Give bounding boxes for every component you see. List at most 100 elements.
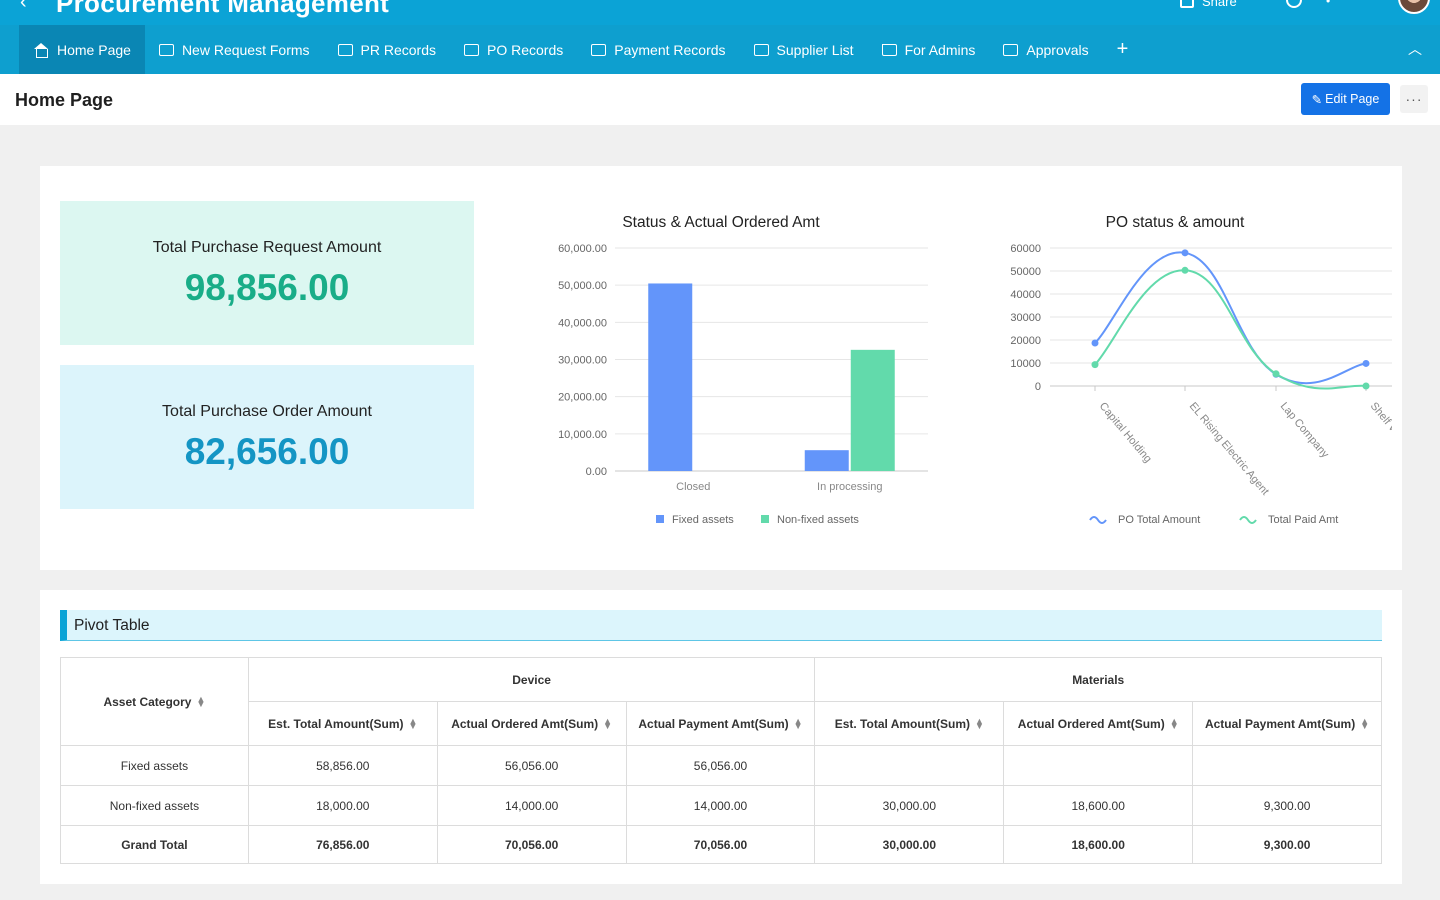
pivot-table: Asset Category ▲ ▼ Device Materials Est. T… [60,657,1382,864]
series-line [1094,251,1367,385]
share-button[interactable]: Share [1180,0,1237,9]
data-point [1362,382,1370,390]
table-cell [814,745,1005,786]
nav-supplier-list[interactable]: Supplier List [740,25,868,74]
kpi-value: 98,856.00 [184,267,350,308]
y-tick-label: 40000 [1010,289,1041,301]
nav-label: Payment Records [614,41,726,58]
form-icon [158,43,174,56]
table-cell: 30,000.00 [814,785,1005,826]
app-title: Procurement Management [56,0,390,18]
nav-label: PO Records [487,41,564,58]
list-icon [753,43,769,56]
y-tick-label: 40,000.00 [558,317,607,329]
bar [804,450,849,471]
column-header[interactable]: Actual Ordered Amt(Sum) ▲ ▼ [1003,701,1194,746]
data-point [1181,249,1189,257]
data-point [1272,370,1280,378]
column-header[interactable]: Est. Total Amount(Sum) ▲ ▼ [247,701,438,746]
y-tick-label: 60000 [1010,243,1041,255]
data-point [1091,339,1099,347]
group-header-materials: Materials [814,657,1382,702]
x-tick-label: EL Rising Electric Agent [1187,400,1271,497]
table-cell: 58,856.00 [247,745,438,786]
y-tick-label: 30,000.00 [558,355,607,367]
y-tick-label: 30000 [1010,312,1041,324]
legend-label: PO Total Amount [1118,514,1200,526]
back-arrow-icon[interactable]: ‹ [20,0,27,13]
table-cell [1003,745,1194,786]
nav-approvals[interactable]: Approvals [989,25,1102,74]
sort-icon: ▲ ▼ [975,715,984,732]
payment-card-icon [591,43,607,56]
approvals-icon [1003,43,1019,56]
nav-label: Home Page [57,41,131,58]
edit-page-button[interactable]: ✎ Edit Page [1301,83,1390,115]
table-cell: 70,056.00 [436,825,627,864]
group-header-device: Device [247,657,816,702]
table-row: Non-fixed assets 18,000.00 14,000.00 14,… [60,785,1382,826]
pivot-section-header: Pivot Table [60,610,1382,641]
add-page-icon[interactable]: + [1116,38,1129,60]
data-point [1091,361,1099,369]
table-cell: 56,056.00 [436,745,627,786]
sort-icon: ▲ ▼ [1169,715,1179,732]
data-point [1362,359,1370,367]
y-tick-label: 10000 [1010,358,1041,370]
table-cell: 9,300.00 [1192,785,1382,826]
collapse-nav-chevron-icon[interactable]: ︿ [1408,41,1422,57]
nav-po-records[interactable]: PO Records [450,25,577,74]
share-label: Share [1202,0,1237,9]
user-avatar[interactable] [1398,0,1430,14]
table-cell: 56,056.00 [625,745,816,786]
sort-icon: ▲ ▼ [1360,715,1370,732]
pivot-panel: Pivot Table Asset Category ▲ ▼ Device Mate… [40,590,1402,884]
column-header[interactable]: Actual Ordered Amt(Sum) ▲ ▼ [436,701,627,746]
kpi-card-purchase-request: Total Purchase Request Amount 98,856.00 [60,201,474,345]
y-tick-label: 50,000.00 [558,280,607,292]
y-tick-label: 0.00 [586,466,607,478]
column-header[interactable]: Actual Payment Amt(Sum) ▲ ▼ [625,701,816,746]
settings-gear-icon[interactable] [1286,0,1302,8]
nav-label: PR Records [360,41,436,58]
po-status-line-chart: 0 10000 20000 30000 40000 50000 60000 Capital H… [1010,243,1392,526]
sort-icon: ▲ ▼ [408,715,418,732]
edit-document-icon [464,43,479,56]
folder-icon [881,43,897,56]
nav-new-request-forms[interactable]: New Request Forms [145,25,324,74]
series-line [1094,269,1367,390]
bar-chart-title: Status & Actual Ordered Amt [622,214,820,231]
edit-page-label: Edit Page [1325,92,1380,106]
column-header[interactable]: Est. Total Amount(Sum) ▲ ▼ [814,701,1005,746]
sort-icon: ▲ ▼ [196,693,206,710]
table-cell: 18,600.00 [1003,785,1194,826]
page-title: Home Page [15,90,114,110]
table-cell: 18,600.00 [1003,825,1194,864]
pencil-icon: ✎ [1311,92,1323,107]
grand-total-row: Grand Total 76,856.00 70,056.00 70,056.0… [60,825,1382,864]
column-header-asset-category[interactable]: Asset Category ▲ ▼ [60,657,249,746]
table-cell: 14,000.00 [436,785,627,826]
kpi-label: Total Purchase Order Amount [162,403,372,420]
table-row: Fixed assets 58,856.00 56,056.00 56,056.… [60,745,1382,786]
nav-label: Supplier List [776,41,854,58]
row-label: Grand Total [60,825,249,864]
more-options-icon[interactable]: ··· [1400,85,1428,113]
kpi-card-purchase-order: Total Purchase Order Amount 82,656.00 [60,365,474,509]
legend-label: Non-fixed assets [777,514,859,526]
dashboard-panel: Total Purchase Request Amount 98,856.00 … [40,166,1402,570]
nav-pr-records[interactable]: PR Records [324,25,450,74]
legend-swatch [761,515,769,523]
nav-for-admins[interactable]: For Admins [868,25,990,74]
y-tick-label: 0 [1035,381,1041,393]
notification-icon[interactable]: • [1326,0,1331,8]
nav-home-page[interactable]: Home Page [19,25,145,74]
home-icon [33,42,49,58]
table-cell: 76,856.00 [247,825,438,864]
nav-label: For Admins [904,41,976,58]
column-header[interactable]: Actual Payment Amt(Sum) ▲ ▼ [1192,701,1382,746]
nav-payment-records[interactable]: Payment Records [577,25,739,74]
x-tick-label: In processing [817,481,882,493]
data-point [1181,266,1189,274]
x-tick-label: Lap Company [1278,400,1332,461]
